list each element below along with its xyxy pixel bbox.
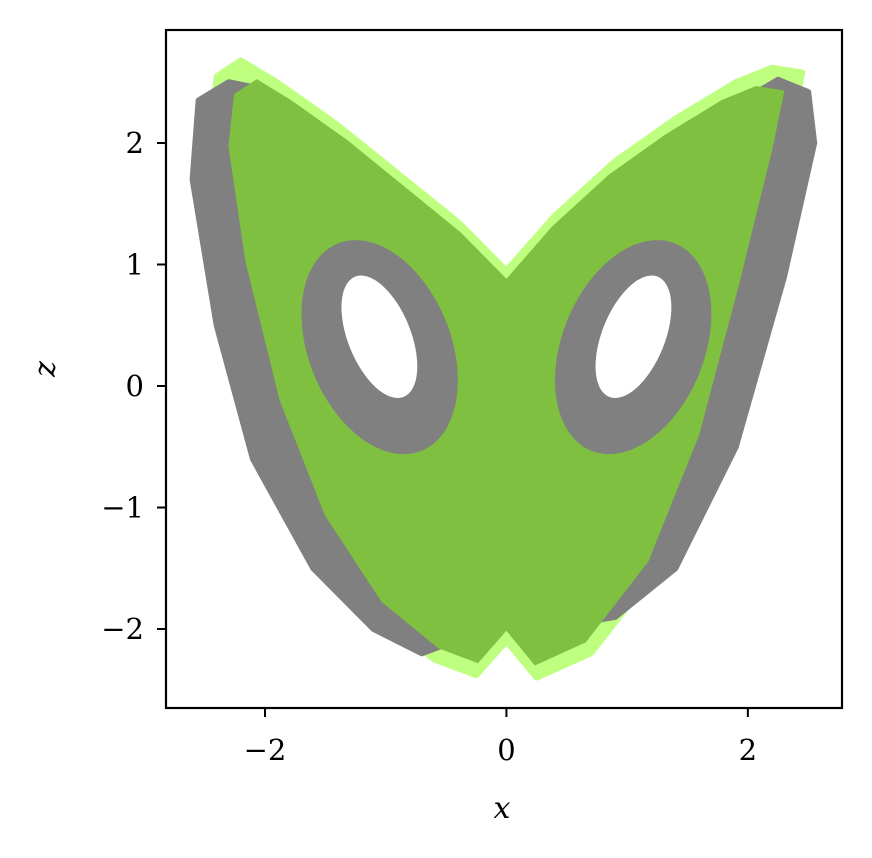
x-axis-ticks: −2 0 2 — [244, 708, 757, 767]
x-tick-label: 2 — [739, 733, 757, 767]
trajectory-layer — [189, 57, 818, 681]
overlap-region — [228, 79, 785, 666]
x-tick-label: −2 — [244, 733, 287, 767]
lobe-hole-left — [341, 275, 418, 399]
y-tick-label: 2 — [126, 126, 144, 160]
y-axis-label: z — [28, 361, 63, 378]
y-tick-label: 1 — [126, 248, 144, 282]
y-tick-label: 0 — [126, 369, 144, 403]
y-tick-label: −1 — [101, 491, 144, 525]
lobe-hole-right — [595, 275, 672, 399]
x-tick-label: 0 — [497, 733, 515, 767]
overlap-group — [228, 79, 785, 666]
y-axis-ticks: −2 −1 0 1 2 — [101, 126, 166, 646]
plot-frame — [164, 28, 844, 710]
y-tick-label: −2 — [101, 612, 144, 646]
x-axis-label: x — [494, 791, 511, 826]
